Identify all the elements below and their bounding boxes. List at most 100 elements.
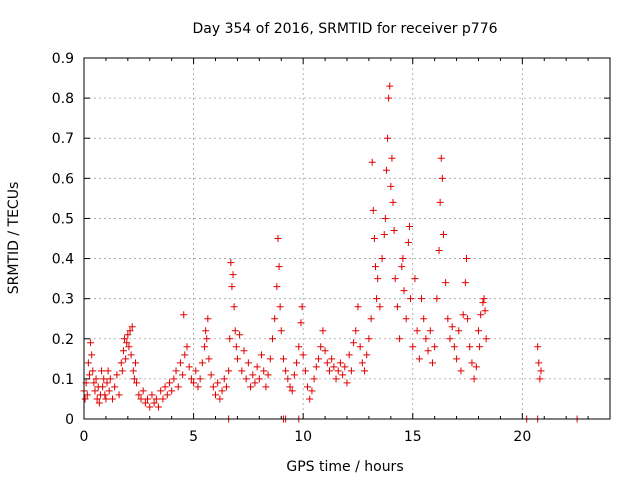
data-point	[157, 387, 165, 395]
data-point	[232, 343, 240, 351]
data-point	[537, 367, 545, 375]
data-point	[398, 263, 406, 271]
data-point	[380, 230, 388, 238]
data-point	[220, 375, 228, 383]
data-point	[172, 367, 180, 375]
data-point	[115, 391, 123, 399]
data-point	[218, 387, 226, 395]
data-point	[363, 351, 371, 359]
data-point	[106, 375, 114, 383]
data-point	[448, 323, 456, 331]
data-point	[301, 367, 309, 375]
data-point	[192, 367, 200, 375]
data-point	[299, 351, 307, 359]
data-point	[334, 367, 342, 375]
x-tick-label: 15	[404, 429, 422, 445]
data-point	[159, 395, 167, 403]
data-point	[216, 395, 224, 403]
data-point	[428, 359, 436, 367]
data-point	[91, 387, 99, 395]
data-point	[415, 355, 423, 363]
data-point	[121, 335, 129, 343]
data-point	[319, 327, 327, 335]
y-tick-label: 0.7	[52, 131, 74, 147]
data-point	[255, 375, 263, 383]
data-point	[105, 387, 113, 395]
data-point	[341, 363, 349, 371]
data-point	[260, 367, 268, 375]
data-point	[268, 335, 276, 343]
data-point	[242, 375, 250, 383]
data-point	[286, 383, 294, 391]
data-point	[358, 359, 366, 367]
data-point	[228, 283, 236, 291]
data-point	[95, 399, 103, 407]
data-point	[476, 343, 484, 351]
data-point	[262, 383, 270, 391]
data-point	[185, 363, 193, 371]
data-point	[174, 383, 182, 391]
data-point	[126, 327, 134, 335]
data-point	[387, 182, 395, 190]
data-point	[404, 239, 412, 247]
chart-title: Day 354 of 2016, SRMTID for receiver p77…	[192, 21, 497, 37]
data-point	[180, 311, 188, 319]
data-point	[310, 375, 318, 383]
data-point	[442, 279, 450, 287]
data-point	[420, 315, 428, 323]
data-point	[204, 315, 212, 323]
data-point	[369, 206, 377, 214]
data-point	[125, 343, 133, 351]
data-point	[113, 371, 121, 379]
data-point	[321, 347, 329, 355]
data-point	[297, 319, 305, 327]
data-point	[111, 383, 119, 391]
data-point	[194, 383, 202, 391]
data-point	[130, 375, 138, 383]
data-point	[376, 303, 384, 311]
data-point	[413, 327, 421, 335]
data-point	[253, 363, 261, 371]
data-point	[137, 395, 145, 403]
data-point	[276, 303, 284, 311]
data-point	[367, 315, 375, 323]
data-point	[251, 379, 259, 387]
data-point	[339, 371, 347, 379]
data-point	[201, 343, 209, 351]
data-point	[475, 327, 482, 335]
data-point	[455, 327, 463, 335]
data-point	[231, 327, 239, 335]
y-axis-label: SRMTID / TECUs	[6, 182, 22, 295]
data-point	[433, 295, 441, 303]
data-point	[205, 355, 213, 363]
data-point	[275, 263, 283, 271]
data-point	[352, 327, 360, 335]
data-points	[80, 82, 581, 423]
data-point	[249, 371, 257, 379]
data-point	[350, 339, 358, 347]
data-point	[230, 303, 238, 311]
data-point	[446, 335, 454, 343]
data-point	[233, 355, 241, 363]
data-point	[229, 271, 237, 279]
data-point	[304, 383, 312, 391]
data-point	[435, 247, 443, 255]
data-point	[306, 395, 314, 403]
data-point	[93, 395, 101, 403]
data-point	[381, 214, 389, 222]
x-tick-label: 20	[513, 429, 531, 445]
data-point	[102, 395, 110, 403]
data-point	[393, 303, 401, 311]
data-point	[84, 359, 92, 367]
data-point	[356, 343, 364, 351]
data-point	[477, 311, 485, 319]
data-point	[468, 359, 476, 367]
data-point	[139, 387, 147, 395]
data-point	[396, 335, 404, 343]
data-point	[399, 255, 407, 263]
data-point	[409, 343, 417, 351]
data-point	[461, 279, 469, 287]
data-point	[347, 367, 355, 375]
data-point	[124, 331, 132, 339]
data-point	[426, 327, 434, 335]
